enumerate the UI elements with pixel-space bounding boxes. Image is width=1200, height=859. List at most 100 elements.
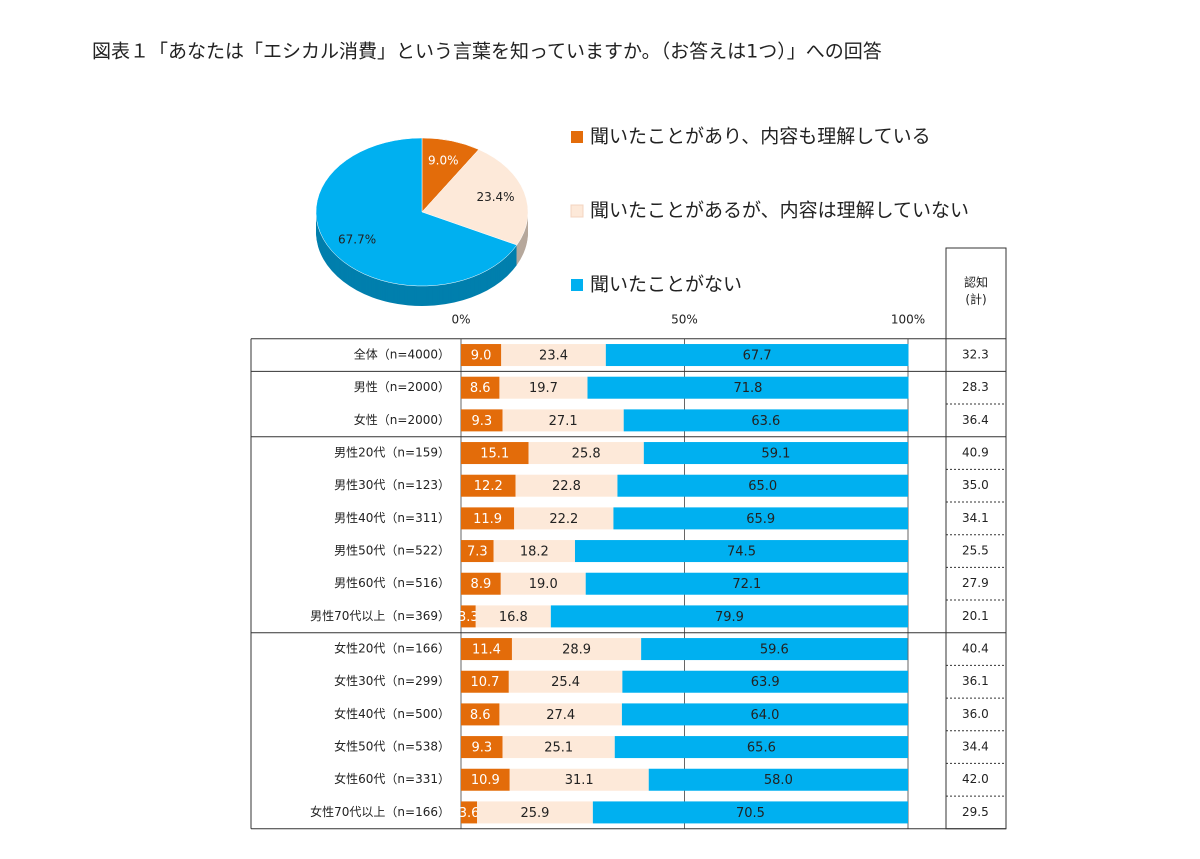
bar-segment <box>461 736 503 759</box>
bar-segment <box>587 376 909 399</box>
bar-segment <box>461 703 500 726</box>
total-value: 35.0 <box>962 478 989 492</box>
total-value: 36.4 <box>962 413 989 427</box>
row-label: 女性30代（n=299） <box>334 673 450 688</box>
bar-segment <box>461 540 494 563</box>
row-label: 男性70代以上（n=369） <box>310 609 450 623</box>
bar-value: 25.9 <box>521 806 550 821</box>
total-value: 42.0 <box>962 772 989 786</box>
x-tick-label: 50% <box>671 313 698 327</box>
bar-segment <box>461 442 529 465</box>
legend-label: 聞いたことがない <box>590 274 742 296</box>
bar-segment <box>613 507 908 530</box>
bar-value: 10.9 <box>471 773 500 788</box>
bar-value: 70.5 <box>736 806 765 821</box>
pie-slice <box>315 137 518 287</box>
row-label: 男性（n=2000） <box>354 380 450 394</box>
bar-value: 11.9 <box>473 512 502 527</box>
bar-segment <box>461 344 502 367</box>
row-label: 女性40代（n=500） <box>334 706 450 721</box>
total-value: 28.3 <box>962 380 989 394</box>
bar-value: 28.9 <box>562 643 591 658</box>
bar-segment <box>502 409 624 432</box>
total-value: 27.9 <box>962 576 989 590</box>
row-label: 女性70代以上（n=166） <box>310 804 450 819</box>
bar-segment <box>461 572 501 595</box>
bar-segment <box>475 605 551 628</box>
bar-value: 74.5 <box>727 545 756 560</box>
bar-segment <box>605 344 909 367</box>
row-label: 女性（n=2000） <box>354 412 450 427</box>
bar-value: 9.0 <box>471 349 492 364</box>
bar-value: 12.2 <box>474 479 503 494</box>
bar-segment <box>614 736 908 759</box>
bar-value: 11.4 <box>472 643 501 658</box>
bar-segment <box>621 703 908 726</box>
total-value: 32.3 <box>962 348 989 362</box>
row-label: 女性20代（n=166） <box>334 641 450 656</box>
row-label: 女性50代（n=538） <box>334 739 450 754</box>
bar-segment <box>461 801 478 824</box>
bar-value: 18.2 <box>520 545 549 560</box>
bar-segment <box>574 540 908 563</box>
bar-segment <box>623 409 908 432</box>
bar-value: 22.2 <box>549 512 578 527</box>
bar-segment <box>461 376 500 399</box>
bar-segment <box>550 605 908 628</box>
legend-swatch <box>570 204 584 218</box>
total-value: 29.5 <box>962 805 989 819</box>
row-label: 男性50代（n=522） <box>334 544 450 558</box>
bar-segment <box>493 540 575 563</box>
row-label: 女性60代（n=331） <box>334 771 450 786</box>
totals-frame <box>945 247 1007 830</box>
bar-value: 67.7 <box>743 349 772 364</box>
total-value: 40.4 <box>962 642 989 656</box>
bar-value: 59.6 <box>760 643 789 658</box>
bar-segment <box>461 474 516 497</box>
bar-value: 10.7 <box>470 675 499 690</box>
bar-value: 16.8 <box>499 610 528 625</box>
x-tick-label: 100% <box>891 313 925 327</box>
total-value: 34.1 <box>962 511 989 525</box>
bar-value: 65.0 <box>748 479 777 494</box>
bar-segment <box>643 442 908 465</box>
total-value: 34.4 <box>962 740 989 754</box>
bar-value: 72.1 <box>732 577 761 592</box>
bar-value: 59.1 <box>761 447 790 462</box>
bar-segment <box>622 670 908 693</box>
page-title: 図表１「あなたは「エシカル消費」という言葉を知っていますか。（お答えは1つ）」へ… <box>92 41 882 63</box>
bar-segment <box>515 474 618 497</box>
bar-segment <box>511 638 642 661</box>
total-value: 36.1 <box>962 674 989 688</box>
row-label: 全体（n=4000） <box>354 347 450 362</box>
bar-segment <box>585 572 908 595</box>
bar-segment <box>592 801 908 824</box>
bar-segment <box>461 409 503 432</box>
bar-value: 25.8 <box>572 447 601 462</box>
total-value: 20.1 <box>962 609 989 623</box>
bar-segment <box>617 474 908 497</box>
bar-value: 23.4 <box>539 349 568 364</box>
bar-segment <box>499 376 588 399</box>
bar-value: 15.1 <box>480 447 509 462</box>
bar-value: 79.9 <box>715 610 744 625</box>
bar-value: 8.6 <box>470 708 491 723</box>
bar-value: 19.7 <box>529 381 558 396</box>
bar-value: 58.0 <box>764 773 793 788</box>
totals-header: 認知 <box>964 275 988 290</box>
bar-segment <box>499 703 622 726</box>
bar-segment <box>648 768 908 791</box>
legend-swatch <box>571 279 583 291</box>
bar-value: 31.1 <box>565 773 594 788</box>
bar-value: 7.3 <box>467 545 488 560</box>
total-value: 40.9 <box>962 446 989 460</box>
bar-segment <box>501 344 606 367</box>
bar-value: 8.6 <box>470 381 491 396</box>
bar-value: 71.8 <box>733 381 762 396</box>
bar-value: 25.1 <box>544 741 573 756</box>
x-tick-label: 0% <box>451 313 470 327</box>
row-label: 男性30代（n=123） <box>334 478 450 492</box>
pie-label: 23.4% <box>476 190 514 204</box>
